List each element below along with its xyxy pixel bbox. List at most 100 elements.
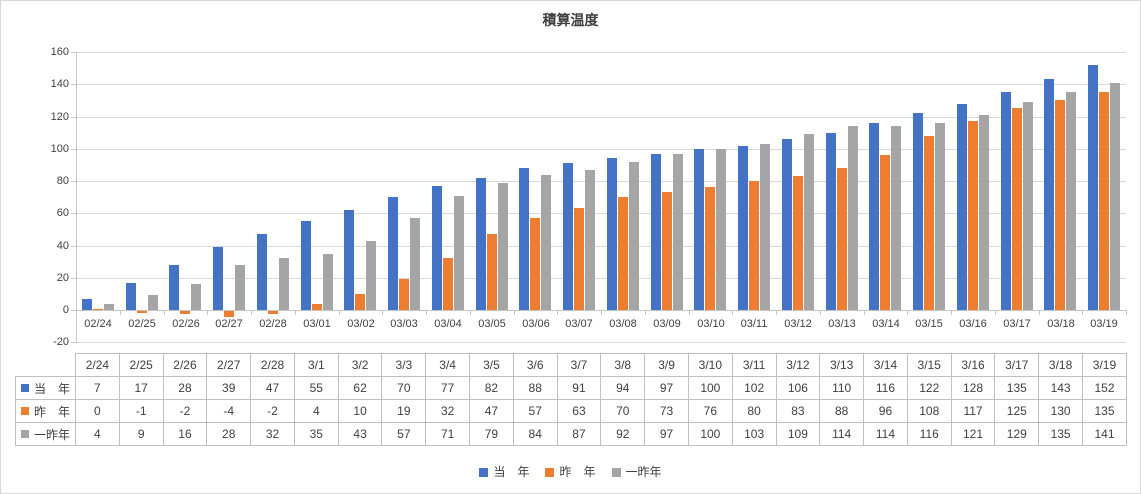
y-axis-label: 120 bbox=[50, 111, 69, 123]
table-date-header: 3/19 bbox=[1081, 353, 1128, 377]
bar bbox=[607, 158, 617, 310]
table-value-cell: 100 bbox=[687, 422, 733, 446]
table-date-header: 3/18 bbox=[1038, 353, 1083, 377]
table-value-cell: 114 bbox=[863, 422, 908, 446]
table-value-cell: 39 bbox=[206, 376, 252, 400]
chart-title: 積算温度 bbox=[542, 12, 599, 28]
x-axis-label: 03/12 bbox=[784, 318, 812, 330]
table-date-header: 3/2 bbox=[337, 353, 383, 377]
x-axis-tick bbox=[689, 310, 690, 315]
y-axis-label: 60 bbox=[56, 207, 69, 219]
table-value-cell: 114 bbox=[819, 422, 865, 446]
bar bbox=[454, 196, 464, 310]
table-value-cell: 135 bbox=[994, 376, 1040, 400]
data-table: 2/24 2/25 2/26 2/27 2/28 3/1 3/2 3/3 3/4 3/5 3/6 3/… bbox=[15, 353, 1128, 446]
table-value-cell: 122 bbox=[906, 376, 952, 400]
table-date-header: 2/25 bbox=[118, 353, 164, 377]
table-value-cell: 88 bbox=[512, 376, 558, 400]
table-value-cell: -2 bbox=[250, 399, 295, 423]
bar bbox=[760, 144, 770, 310]
x-axis-label: 03/16 bbox=[959, 318, 987, 330]
table-date-header: 2/27 bbox=[206, 353, 252, 377]
bar bbox=[837, 168, 847, 310]
x-axis-label: 03/06 bbox=[522, 318, 550, 330]
y-axis-tick bbox=[71, 342, 76, 343]
table-value-cell: 152 bbox=[1081, 376, 1128, 400]
table-date-header: 3/1 bbox=[293, 353, 339, 377]
table-date-header: 3/7 bbox=[556, 353, 602, 377]
table-value-cell: 102 bbox=[731, 376, 777, 400]
table-value-cell: 121 bbox=[950, 422, 996, 446]
table-value-cell: 4 bbox=[293, 399, 339, 423]
bar bbox=[738, 146, 748, 310]
legend: 当 年 昨 年 一昨年 bbox=[1, 464, 1140, 480]
table-date-header: 3/9 bbox=[644, 353, 689, 377]
bar bbox=[191, 284, 201, 310]
table-date-header: 3/8 bbox=[600, 353, 646, 377]
table-value-cell: 55 bbox=[293, 376, 339, 400]
legend-label: 一昨年 bbox=[625, 465, 662, 479]
x-axis-label: 02/24 bbox=[84, 318, 112, 330]
x-axis-label: 02/27 bbox=[215, 318, 243, 330]
y-axis-tick bbox=[71, 246, 76, 247]
value-axis-line bbox=[76, 52, 77, 343]
bar bbox=[224, 311, 234, 317]
table-value-cell: -2 bbox=[162, 399, 208, 423]
table-value-cell: 110 bbox=[819, 376, 865, 400]
bar bbox=[410, 218, 420, 310]
table-value-cell: 128 bbox=[950, 376, 996, 400]
x-axis-label: 03/09 bbox=[653, 318, 681, 330]
table-date-header: 3/15 bbox=[906, 353, 952, 377]
bar bbox=[1012, 108, 1022, 310]
bar bbox=[1110, 83, 1120, 310]
bar bbox=[137, 311, 147, 313]
table-value-cell: 141 bbox=[1081, 422, 1128, 446]
table-corner-cell bbox=[15, 353, 76, 377]
bar bbox=[388, 197, 398, 310]
table-value-cell: 91 bbox=[556, 376, 602, 400]
x-axis-tick bbox=[1039, 310, 1040, 315]
table-header-row: 2/24 2/25 2/26 2/27 2/28 3/1 3/2 3/3 3/4 3/5 3/6 3/… bbox=[15, 353, 1128, 377]
y-axis-tick bbox=[71, 213, 76, 214]
bar bbox=[891, 126, 901, 310]
table-date-header: 3/5 bbox=[469, 353, 514, 377]
series-label-cell: 当 年 bbox=[15, 376, 76, 400]
table-value-cell: 0 bbox=[75, 399, 120, 423]
x-axis-tick bbox=[645, 310, 646, 315]
bar bbox=[235, 265, 245, 310]
table-value-cell: 84 bbox=[512, 422, 558, 446]
bar bbox=[1001, 92, 1011, 310]
table-row: 一昨年 4 9 16 28 32 35 43 57 71 79 84 87 92 97 100 103 109 11… bbox=[15, 422, 1128, 446]
table-value-cell: -4 bbox=[206, 399, 252, 423]
table-date-header: 3/14 bbox=[863, 353, 908, 377]
table-value-cell: 88 bbox=[819, 399, 865, 423]
legend-label: 昨 年 bbox=[559, 465, 596, 479]
bar bbox=[1044, 79, 1054, 310]
table-date-header: 3/3 bbox=[381, 353, 427, 377]
bar bbox=[913, 113, 923, 310]
bar bbox=[629, 162, 639, 310]
table-date-header: 3/4 bbox=[425, 353, 471, 377]
bar bbox=[1066, 92, 1076, 310]
table-date-header: 3/11 bbox=[731, 353, 777, 377]
x-axis-label: 03/04 bbox=[434, 318, 462, 330]
bar bbox=[344, 210, 354, 310]
x-axis-tick bbox=[864, 310, 865, 315]
table-value-cell: 28 bbox=[206, 422, 252, 446]
table-value-cell: 94 bbox=[600, 376, 646, 400]
x-axis-tick bbox=[76, 310, 77, 315]
table-value-cell: 63 bbox=[556, 399, 602, 423]
bar bbox=[957, 104, 967, 310]
x-axis-label: 03/05 bbox=[478, 318, 506, 330]
bar bbox=[1099, 92, 1109, 310]
x-axis-tick bbox=[339, 310, 340, 315]
x-axis-tick bbox=[776, 310, 777, 315]
table-value-cell: 10 bbox=[337, 399, 383, 423]
x-axis-label: 03/02 bbox=[347, 318, 375, 330]
table-value-cell: 129 bbox=[994, 422, 1040, 446]
legend-color-swatch bbox=[611, 467, 621, 477]
table-date-header: 2/26 bbox=[162, 353, 208, 377]
bar bbox=[213, 247, 223, 310]
bar bbox=[694, 149, 704, 310]
gridline bbox=[76, 117, 1126, 118]
